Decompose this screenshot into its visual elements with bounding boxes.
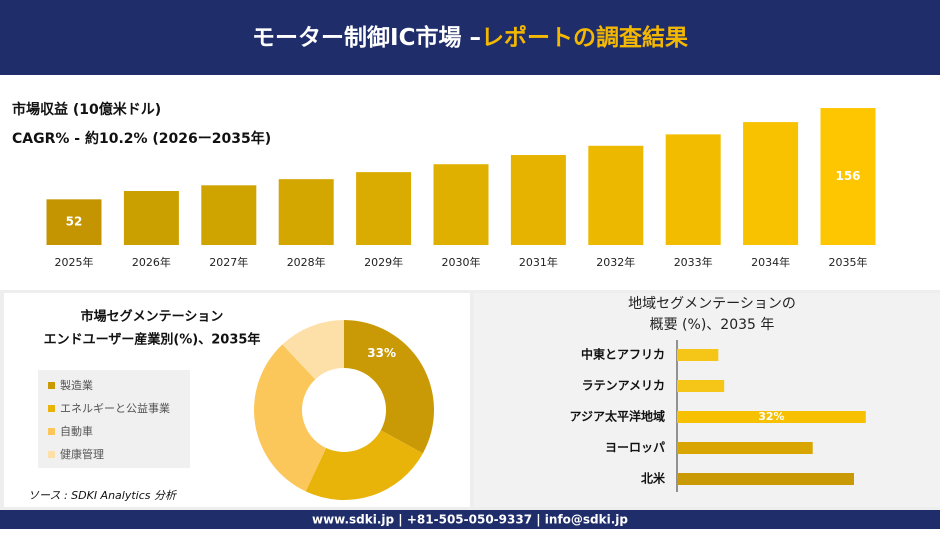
bar	[665, 134, 721, 245]
bar	[677, 442, 813, 454]
donut-segment	[344, 320, 435, 454]
legend-swatch	[48, 451, 55, 458]
footer-band	[0, 510, 940, 529]
x-tick-label: 2029年	[364, 255, 403, 269]
bar	[677, 380, 725, 392]
x-tick-label: 2030年	[442, 255, 481, 269]
y-tick-label: ヨーロッパ	[605, 441, 665, 455]
right-panel	[474, 293, 940, 507]
value-label: 156	[835, 169, 860, 183]
source: ソース : SDKI Analytics 分析	[28, 489, 178, 502]
legend-swatch	[48, 405, 55, 412]
x-tick-label: 2032年	[596, 255, 635, 269]
bar	[278, 179, 334, 245]
bar	[677, 349, 719, 361]
y-tick-label: 中東とアフリカ	[581, 347, 665, 362]
legend-label: 製造業	[60, 378, 93, 392]
title: モーター制御IC市場 –	[252, 24, 481, 51]
bar	[677, 473, 854, 485]
legend-label: エネルギーと公益事業	[60, 401, 170, 415]
chart-subtitle: CAGR% - 約10.2% (2026ー2035年)	[12, 130, 271, 147]
legend-box	[38, 370, 190, 468]
bar	[510, 155, 566, 245]
legend-label: 健康管理	[60, 447, 104, 461]
chart-subtitle: エンドユーザー産業別(%)、2035年	[44, 332, 261, 348]
bar	[743, 122, 799, 245]
chart-title: 市場収益 (10億米ドル)	[12, 101, 161, 118]
bar	[588, 145, 644, 245]
x-tick-label: 2027年	[209, 255, 248, 269]
x-tick-label: 2026年	[132, 255, 171, 269]
legend-swatch	[48, 428, 55, 435]
bar	[356, 172, 412, 245]
legend-label: 自動車	[60, 424, 93, 438]
y-tick-label: ラテンアメリカ	[582, 379, 665, 393]
y-tick-label: 北米	[641, 471, 666, 486]
value-label: 32%	[758, 410, 784, 423]
chart-title: 地域セグメンテーションの	[628, 296, 796, 312]
x-tick-label: 2035年	[829, 255, 868, 269]
bar	[123, 191, 179, 245]
bar	[677, 411, 866, 423]
chart-subtitle: 概要 (%)、2035 年	[650, 317, 775, 333]
x-tick-label: 2034年	[751, 255, 790, 269]
chart-title: 市場セグメンテーション	[81, 309, 224, 325]
x-tick-label: 2033年	[674, 255, 713, 269]
donut-segment	[253, 344, 327, 492]
donut-segment	[282, 320, 344, 380]
value-label: 52	[66, 215, 83, 229]
value-label: 33%	[367, 346, 396, 360]
bar	[820, 108, 876, 245]
header-band	[0, 0, 940, 75]
legend-swatch	[48, 382, 55, 389]
header-title: モーター制御IC市場 –レポートの調査結果	[252, 24, 688, 51]
title-highlight: レポートの調査結果	[481, 24, 688, 51]
x-tick-label: 2028年	[287, 255, 326, 269]
bar	[46, 199, 102, 245]
x-tick-label: 2025年	[55, 255, 94, 269]
bar	[433, 164, 489, 245]
footer: www.sdki.jp | +81-505-050-9337 | info@sd…	[312, 513, 628, 527]
y-tick-label: アジア太平洋地域	[569, 409, 665, 424]
x-tick-label: 2031年	[519, 255, 558, 269]
donut-segment	[305, 430, 423, 500]
bar	[201, 185, 257, 245]
